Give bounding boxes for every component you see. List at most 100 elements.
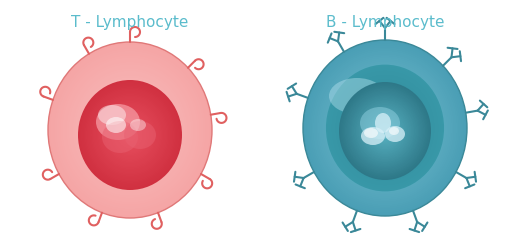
Ellipse shape [360,102,410,154]
Ellipse shape [373,119,396,143]
Ellipse shape [346,89,424,173]
Ellipse shape [362,103,408,153]
Ellipse shape [385,126,405,142]
Ellipse shape [349,93,420,169]
Ellipse shape [77,73,183,187]
Ellipse shape [306,43,464,212]
Ellipse shape [351,92,418,164]
Ellipse shape [113,117,147,153]
Ellipse shape [378,124,392,138]
Ellipse shape [373,115,397,141]
Ellipse shape [375,113,391,133]
Ellipse shape [308,45,462,211]
Ellipse shape [87,90,173,180]
Ellipse shape [372,114,398,142]
Ellipse shape [339,82,431,180]
Text: B - Lymphocyte: B - Lymphocyte [326,14,444,30]
Ellipse shape [318,56,452,200]
Ellipse shape [389,127,399,135]
Ellipse shape [375,117,395,138]
Ellipse shape [350,91,419,165]
Ellipse shape [381,124,389,132]
Ellipse shape [116,115,144,145]
Ellipse shape [89,86,171,174]
Ellipse shape [331,70,439,186]
Ellipse shape [95,98,165,172]
Ellipse shape [363,105,406,151]
Ellipse shape [334,73,436,183]
Ellipse shape [113,112,146,148]
Ellipse shape [363,105,407,151]
Ellipse shape [128,132,133,138]
Ellipse shape [109,108,151,152]
Ellipse shape [52,46,208,214]
Ellipse shape [370,115,400,147]
Ellipse shape [60,55,200,205]
Ellipse shape [343,82,428,174]
Ellipse shape [313,51,457,205]
Ellipse shape [327,66,442,190]
Ellipse shape [383,126,386,130]
Ellipse shape [82,84,178,186]
Ellipse shape [96,99,164,171]
Ellipse shape [96,104,140,140]
Ellipse shape [111,110,149,150]
Ellipse shape [336,75,434,181]
Ellipse shape [359,100,411,156]
Ellipse shape [333,72,437,184]
Ellipse shape [97,95,163,165]
Ellipse shape [115,119,145,151]
Ellipse shape [81,77,179,183]
Ellipse shape [75,71,185,189]
Ellipse shape [83,85,177,185]
Ellipse shape [354,98,416,164]
Ellipse shape [330,69,440,187]
Ellipse shape [350,94,419,168]
Ellipse shape [66,62,194,198]
Ellipse shape [83,79,177,180]
Ellipse shape [359,103,412,159]
Ellipse shape [347,88,423,168]
Ellipse shape [126,126,134,134]
Ellipse shape [361,105,409,157]
Ellipse shape [357,98,413,158]
Ellipse shape [377,120,393,137]
Ellipse shape [79,81,181,189]
Ellipse shape [361,103,408,153]
Ellipse shape [324,63,446,193]
Ellipse shape [336,75,434,181]
Ellipse shape [356,96,415,160]
Ellipse shape [370,112,400,144]
Ellipse shape [373,116,396,140]
Ellipse shape [104,108,156,162]
Ellipse shape [383,129,388,133]
Ellipse shape [58,53,202,207]
Ellipse shape [376,121,394,141]
Ellipse shape [355,99,415,163]
Ellipse shape [366,107,405,149]
Ellipse shape [97,101,163,169]
Ellipse shape [120,119,140,141]
Ellipse shape [311,49,459,207]
Ellipse shape [342,84,429,178]
Ellipse shape [320,58,451,198]
Ellipse shape [310,47,460,209]
Ellipse shape [85,82,175,178]
Ellipse shape [340,79,430,177]
Ellipse shape [103,106,157,164]
Ellipse shape [122,121,138,139]
Ellipse shape [360,107,400,139]
Ellipse shape [110,114,150,156]
Ellipse shape [349,89,421,167]
Ellipse shape [344,87,426,175]
Ellipse shape [116,120,144,150]
Ellipse shape [121,125,139,145]
Ellipse shape [367,109,403,147]
Ellipse shape [332,71,438,185]
Ellipse shape [50,44,210,216]
Ellipse shape [104,101,157,159]
Ellipse shape [346,86,424,170]
Ellipse shape [351,96,418,167]
Ellipse shape [352,93,418,163]
Ellipse shape [379,122,391,134]
